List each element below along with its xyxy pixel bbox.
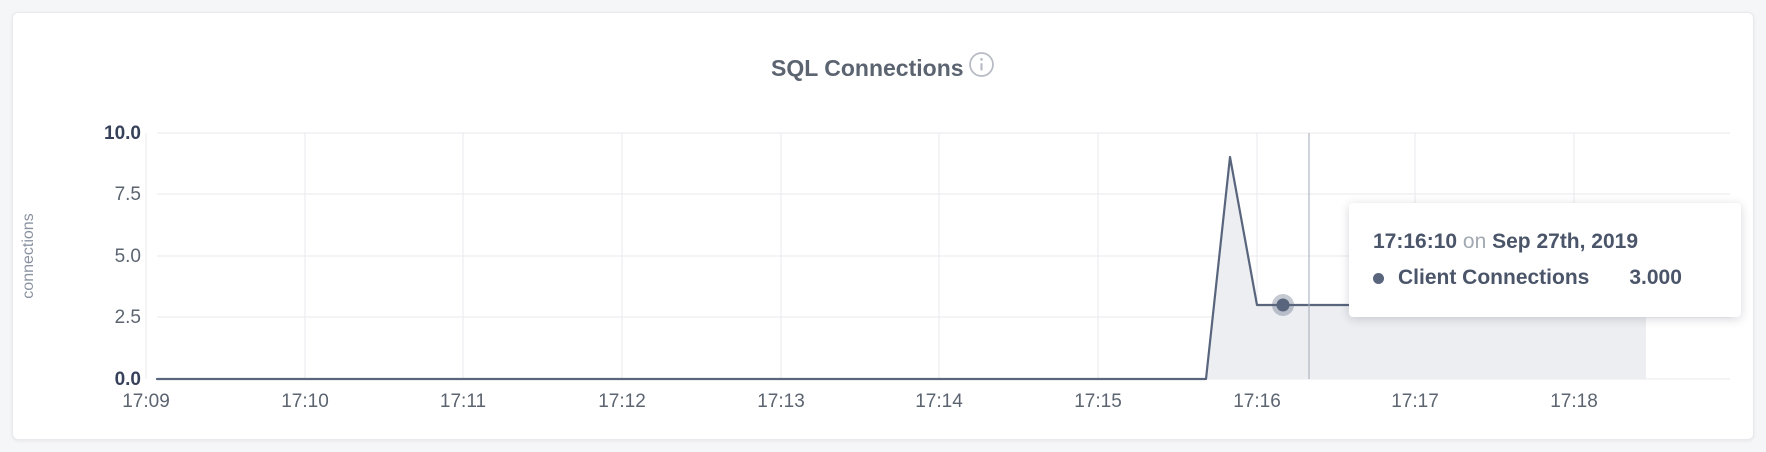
svg-text:17:09: 17:09: [122, 391, 170, 412]
svg-text:17:16: 17:16: [1233, 391, 1281, 412]
svg-text:17:12: 17:12: [598, 391, 646, 412]
svg-text:17:17: 17:17: [1391, 391, 1439, 412]
svg-text:17:14: 17:14: [915, 391, 963, 412]
svg-text:5.0: 5.0: [115, 246, 141, 267]
svg-text:7.5: 7.5: [115, 184, 141, 205]
svg-text:connections: connections: [20, 213, 37, 298]
svg-text:2.5: 2.5: [115, 307, 141, 328]
svg-text:17:13: 17:13: [757, 391, 805, 412]
svg-text:17:10: 17:10: [281, 391, 329, 412]
svg-text:0.0: 0.0: [115, 369, 141, 390]
svg-text:17:11: 17:11: [440, 391, 486, 412]
svg-text:10.0: 10.0: [104, 123, 141, 144]
svg-text:17:18: 17:18: [1550, 391, 1598, 412]
svg-text:17:15: 17:15: [1074, 391, 1122, 412]
